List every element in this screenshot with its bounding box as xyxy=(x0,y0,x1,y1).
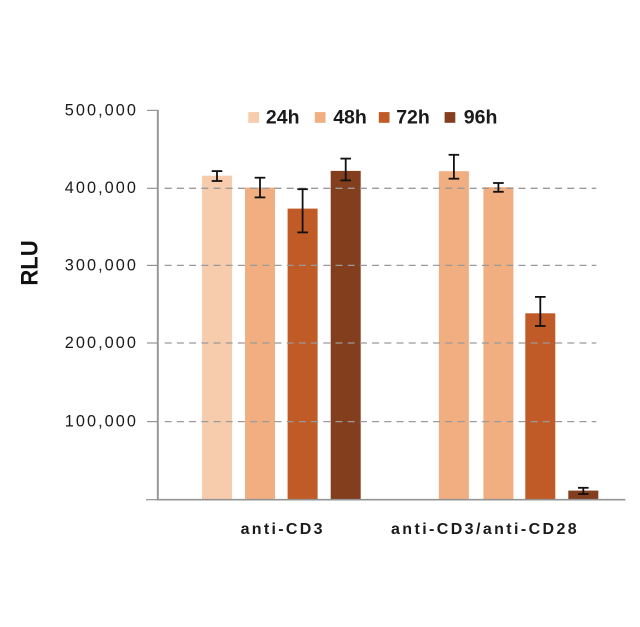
svg-text:anti-CD3/anti-CD28: anti-CD3/anti-CD28 xyxy=(391,521,579,538)
svg-text:72h: 72h xyxy=(396,107,430,129)
svg-text:RLU: RLU xyxy=(16,240,43,285)
svg-text:100,000: 100,000 xyxy=(65,413,138,431)
svg-text:48h: 48h xyxy=(333,107,367,129)
svg-text:anti-CD3: anti-CD3 xyxy=(241,521,325,538)
svg-text:300,000: 300,000 xyxy=(65,256,138,274)
svg-text:400,000: 400,000 xyxy=(65,179,138,197)
svg-text:24h: 24h xyxy=(266,107,300,129)
svg-text:96h: 96h xyxy=(464,107,498,129)
svg-text:200,000: 200,000 xyxy=(65,334,138,352)
svg-text:500,000: 500,000 xyxy=(65,101,138,119)
